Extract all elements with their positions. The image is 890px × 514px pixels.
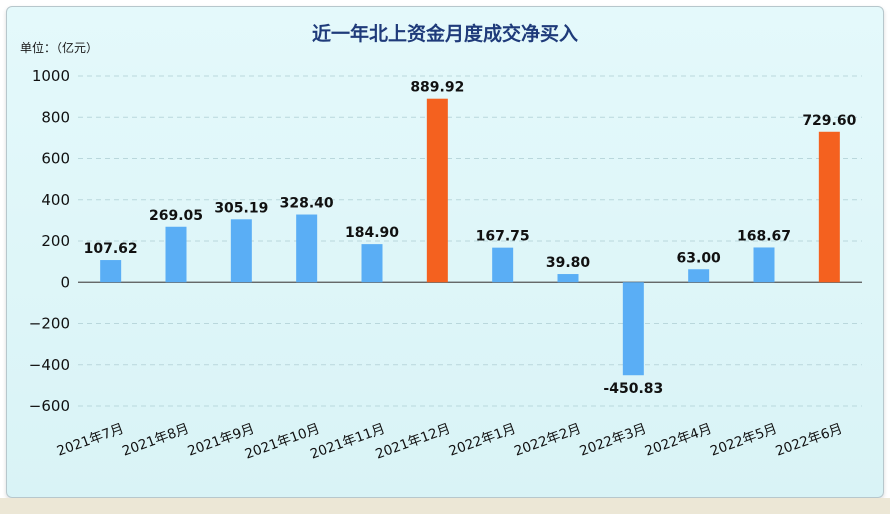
x-tick-label: 2022年4月 [643,421,714,460]
y-tick-label: 200 [41,232,70,250]
x-axis-ticks: 2021年7月2021年8月2021年9月2021年10月2021年11月202… [55,421,845,463]
bottom-strip [0,498,890,514]
y-tick-label: 800 [41,108,70,126]
grid-lines [78,75,862,407]
data-label: 39.80 [546,255,591,271]
data-label: 269.05 [149,208,203,224]
data-labels: 107.62 269.05 305.19 328.40 184.90 889.92 167.… [84,80,857,398]
bars [100,98,840,376]
data-label: 168.67 [737,228,791,244]
bar [557,274,579,283]
data-label: 63.00 [677,250,722,266]
x-tick-label: 2021年7月 [55,421,126,460]
y-tick-label: 600 [41,150,70,168]
bar [165,226,187,283]
x-tick-label: 2022年2月 [512,421,583,460]
y-tick-label: −400 [29,356,70,374]
bar [492,247,514,283]
bar [100,260,122,283]
bar [818,131,840,283]
x-tick-label: 2022年1月 [447,421,518,460]
bar [296,214,318,283]
x-tick-label: 2021年10月 [243,421,322,463]
bar [426,98,448,283]
bar [622,282,644,376]
y-tick-label: −600 [29,397,70,415]
y-axis-ticks: 1000 800 600 400 200 0 −200 −400 −600 [29,67,70,415]
data-label: 167.75 [476,229,530,245]
y-tick-label: −200 [29,315,70,333]
data-label: 107.62 [84,241,138,257]
data-label: 305.19 [214,200,268,216]
data-label: 184.90 [345,225,399,241]
data-label: 889.92 [410,80,464,96]
x-tick-label: 2022年6月 [773,421,844,460]
x-tick-label: 2021年12月 [373,421,452,463]
x-tick-label: 2021年11月 [308,421,387,463]
x-tick-label: 2021年8月 [120,421,191,460]
x-tick-label: 2022年3月 [577,421,648,460]
x-tick-label: 2022年5月 [708,421,779,460]
bar [753,247,775,283]
data-label: -450.83 [603,381,663,397]
bar [688,269,710,283]
y-tick-label: 1000 [32,67,70,85]
y-tick-label: 400 [41,191,70,209]
data-label: 729.60 [802,113,856,129]
chart-title: 近一年北上资金月度成交净买入 [312,22,578,45]
unit-label: 单位：（亿元） [20,40,98,55]
data-label: 328.40 [280,196,334,212]
bar [230,219,252,283]
bar [361,244,383,283]
y-tick-label: 0 [60,273,70,291]
